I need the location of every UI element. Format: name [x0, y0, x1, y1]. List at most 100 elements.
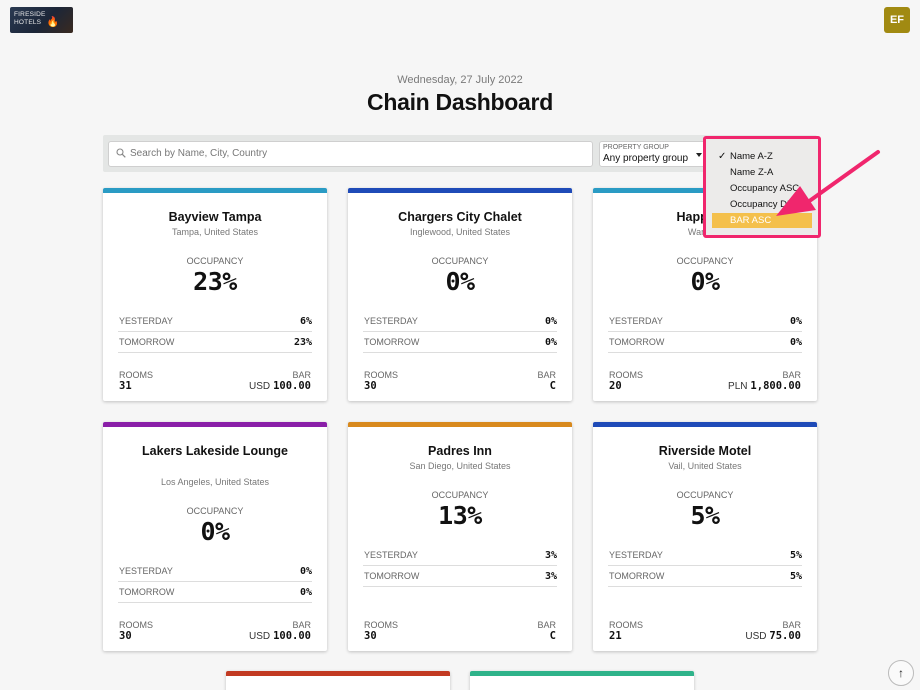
rooms-value: 30 [364, 380, 377, 392]
bar-amount: 100.00 [273, 380, 311, 392]
tomorrow-value: 5% [789, 571, 802, 582]
tomorrow-label: TOMORROW [609, 337, 665, 347]
yesterday-row: YESTERDAY 3% [363, 546, 557, 566]
yesterday-value: 0% [789, 316, 802, 327]
bar-amount: 1,800.00 [750, 380, 801, 392]
hotel-name[interactable]: Bayview Tampa [168, 210, 262, 224]
sort-option-bar-asc[interactable]: BAR ASC [712, 213, 812, 228]
bar-value: C [550, 380, 556, 392]
scroll-to-top-button[interactable]: ↑ [888, 660, 914, 686]
bar-value: USD 75.00 [745, 630, 801, 642]
bar-label: BAR [782, 620, 801, 630]
user-avatar[interactable]: EF [884, 7, 910, 33]
bar-label: BAR [537, 370, 556, 380]
sort-dropdown-menu: ✓ Name A-Z Name Z-A Occupancy ASC Occupan… [703, 136, 821, 238]
rooms-label: ROOMS [609, 620, 644, 630]
yesterday-label: YESTERDAY [364, 316, 418, 326]
sort-option-occupancy-desc[interactable]: Occupancy DESC [712, 197, 812, 212]
yesterday-value: 5% [789, 550, 802, 561]
rooms-value: 31 [119, 380, 132, 392]
rooms-label: ROOMS [364, 620, 399, 630]
yesterday-value: 0% [544, 316, 557, 327]
sort-option-name-za[interactable]: Name Z-A [712, 165, 812, 180]
sort-option-label: Name A-Z [730, 151, 773, 162]
sort-option-label: Name Z-A [730, 167, 774, 178]
search-input[interactable]: Search by Name, City, Country [108, 141, 593, 167]
property-group-select[interactable]: PROPERTY GROUP Any property group [599, 141, 707, 167]
arrow-up-icon: ↑ [898, 666, 904, 680]
hotel-card[interactable]: Bayview Tampa Tampa, United States OCCUP… [103, 188, 327, 401]
tomorrow-row: TOMORROW 0% [363, 333, 557, 353]
hotel-card[interactable]: Chargers City Chalet Inglewood, United S… [348, 188, 572, 401]
yesterday-row: YESTERDAY 0% [608, 312, 802, 332]
rooms-label: ROOMS [119, 620, 154, 630]
bar-currency: PLN [728, 381, 748, 392]
bar-label: BAR [537, 620, 556, 630]
bar-value: USD 100.00 [249, 630, 311, 642]
rooms-value: 30 [119, 630, 132, 642]
hotel-card-partial[interactable] [226, 671, 450, 690]
hotel-card-partial[interactable] [470, 671, 694, 690]
tomorrow-label: TOMORROW [364, 571, 420, 581]
bar-amount: 75.00 [769, 630, 801, 642]
occupancy-label: OCCUPANCY [431, 256, 489, 266]
occupancy-label: OCCUPANCY [676, 490, 734, 500]
hotel-name[interactable]: Chargers City Chalet [398, 210, 522, 224]
hotel-name[interactable]: Lakers Lakeside Lounge [142, 444, 288, 458]
bar-amount: C [549, 380, 556, 392]
occupancy-label: OCCUPANCY [676, 256, 734, 266]
hotel-name[interactable]: Padres Inn [428, 444, 492, 458]
tomorrow-row: TOMORROW 3% [363, 567, 557, 587]
yesterday-value: 3% [544, 550, 557, 561]
occupancy-value: 13% [438, 501, 482, 530]
sort-option-label: Occupancy ASC [730, 183, 800, 194]
bar-value: USD 100.00 [249, 380, 311, 392]
bar-currency: USD [249, 631, 271, 642]
tomorrow-value: 23% [293, 337, 312, 348]
occupancy-value: 23% [193, 267, 237, 296]
sort-option-name-az[interactable]: ✓ Name A-Z [712, 149, 812, 164]
yesterday-label: YESTERDAY [609, 316, 663, 326]
sort-option-occupancy-asc[interactable]: Occupancy ASC [712, 181, 812, 196]
yesterday-label: YESTERDAY [119, 316, 173, 326]
occupancy-value: 5% [690, 501, 720, 530]
tomorrow-row: TOMORROW 23% [118, 333, 312, 353]
occupancy-value: 0% [445, 267, 475, 296]
rooms-label: ROOMS [119, 370, 154, 380]
occupancy-label: OCCUPANCY [186, 506, 244, 516]
bar-amount: C [549, 630, 556, 642]
checkmark-icon: ✓ [718, 151, 727, 162]
property-group-label: PROPERTY GROUP [603, 144, 669, 151]
bar-label: BAR [782, 370, 801, 380]
yesterday-row: YESTERDAY 5% [608, 546, 802, 566]
hotel-name[interactable]: Riverside Motel [658, 444, 752, 458]
yesterday-row: YESTERDAY 0% [118, 562, 312, 582]
rooms-value: 21 [609, 630, 622, 642]
search-icon [116, 148, 126, 158]
hotel-location: San Diego, United States [409, 461, 511, 471]
yesterday-row: YESTERDAY 6% [118, 312, 312, 332]
chevron-down-icon [696, 153, 702, 157]
hotel-card[interactable]: Lakers Lakeside Lounge Los Angeles, Unit… [103, 422, 327, 651]
brand-logo[interactable]: FIRESIDE HOTELS 🔥 [10, 7, 73, 33]
yesterday-value: 0% [299, 566, 312, 577]
tomorrow-label: TOMORROW [609, 571, 665, 581]
bar-currency: USD [249, 381, 271, 392]
tomorrow-row: TOMORROW 0% [608, 333, 802, 353]
hotel-card[interactable]: Riverside Motel Vail, United States OCCU… [593, 422, 817, 651]
occupancy-label: OCCUPANCY [186, 256, 244, 266]
rooms-label: ROOMS [364, 370, 399, 380]
bar-label: BAR [292, 620, 311, 630]
tomorrow-value: 3% [544, 571, 557, 582]
card-color-bar [103, 422, 327, 427]
yesterday-label: YESTERDAY [364, 550, 418, 560]
rooms-value: 20 [609, 380, 622, 392]
occupancy-label: OCCUPANCY [431, 490, 489, 500]
occupancy-value: 0% [200, 517, 230, 546]
hotel-location: Tampa, United States [171, 227, 259, 237]
brand-logo-text: FIRESIDE HOTELS [14, 11, 46, 26]
occupancy-value: 0% [690, 267, 720, 296]
hotel-location: Inglewood, United States [409, 227, 511, 237]
hotel-card[interactable]: Padres Inn San Diego, United States OCCU… [348, 422, 572, 651]
card-color-bar [470, 671, 694, 676]
